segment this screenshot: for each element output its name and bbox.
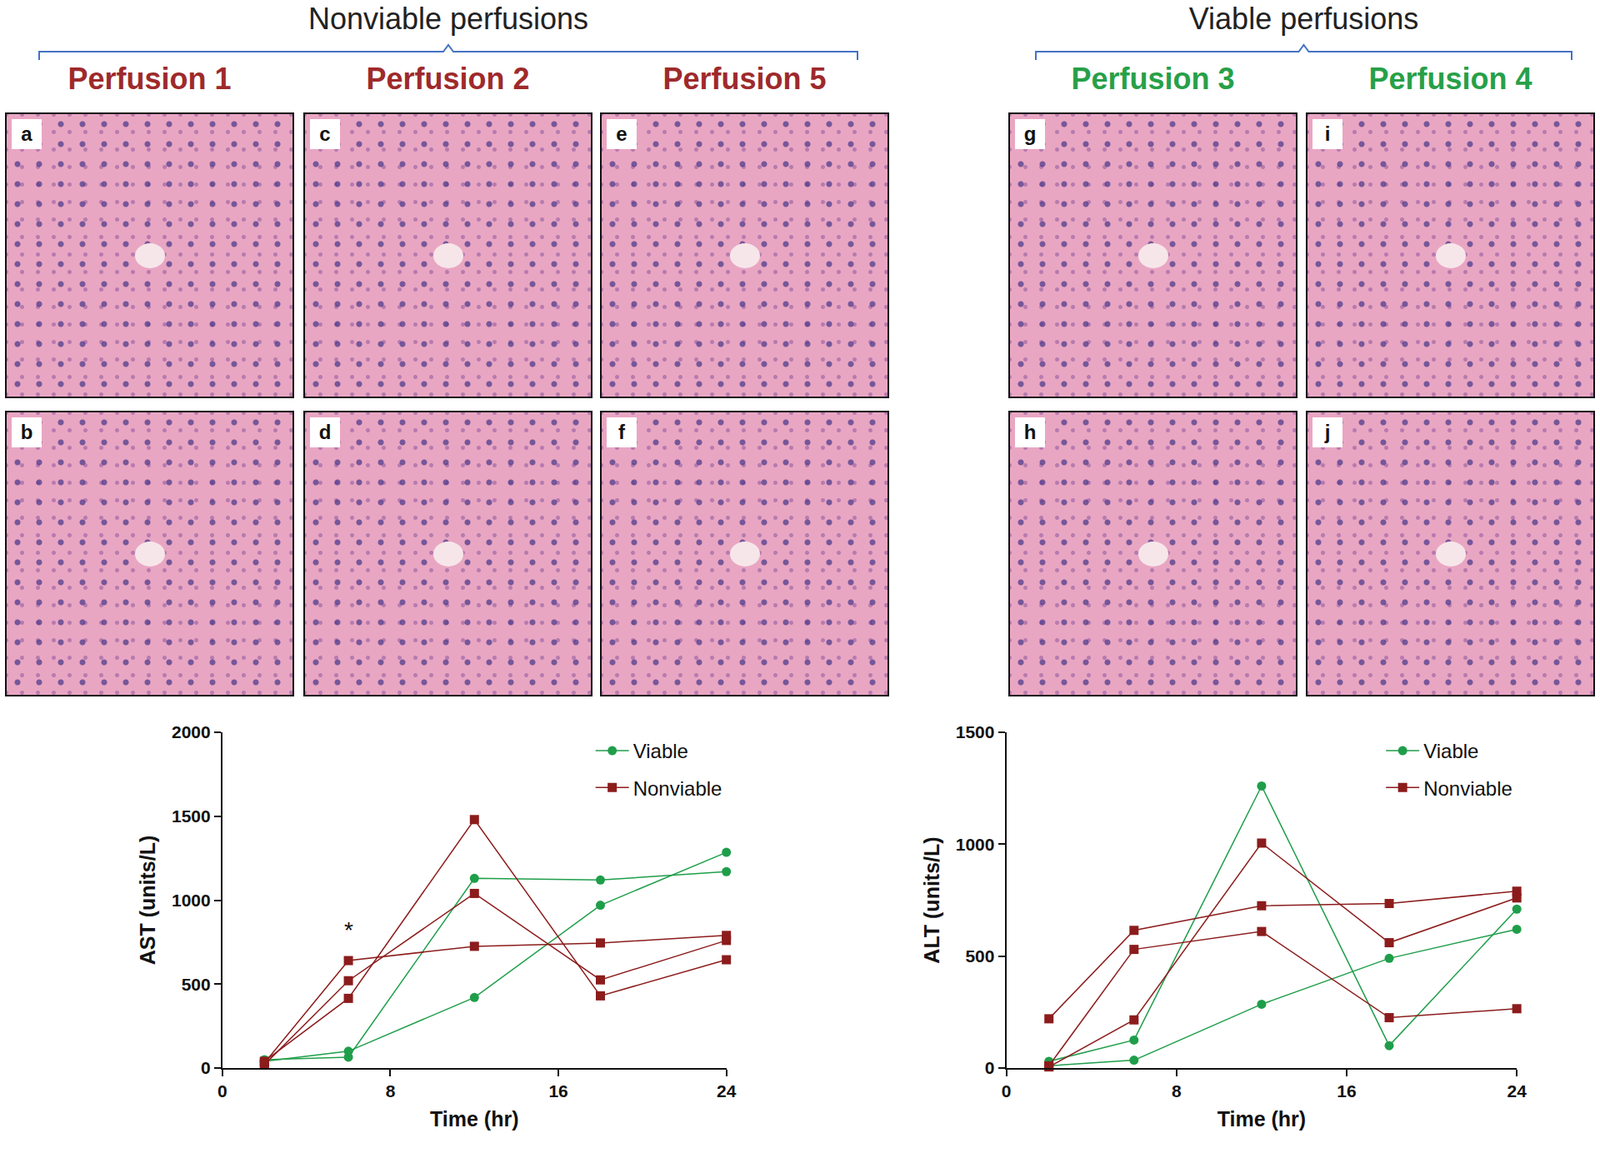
svg-text:Time (hr): Time (hr) — [1217, 1107, 1307, 1131]
html-text:b: b — [20, 420, 33, 444]
svg-text:1000: 1000 — [171, 890, 211, 910]
svg-text:1500: 1500 — [171, 806, 211, 826]
svg-text:0: 0 — [985, 1058, 995, 1078]
svg-text:1000: 1000 — [955, 835, 995, 855]
svg-text:500: 500 — [181, 975, 211, 995]
svg-text:8: 8 — [1171, 1081, 1182, 1101]
svg-text:2000: 2000 — [171, 722, 211, 742]
html-text:Perfusion 1: Perfusion 1 — [67, 61, 232, 96]
svg-text:500: 500 — [965, 946, 995, 966]
svg-text:16: 16 — [1336, 1081, 1356, 1101]
svg-text:Nonviable: Nonviable — [1423, 777, 1513, 800]
svg-text:Viable: Viable — [1423, 740, 1479, 763]
html-text:j: j — [1324, 420, 1331, 444]
html-text:d: d — [318, 420, 332, 444]
html-text:f: f — [618, 420, 625, 444]
svg-text:0: 0 — [217, 1081, 228, 1101]
html-text:Perfusion 4: Perfusion 4 — [1368, 61, 1533, 96]
html-text:Viable perfusions: Viable perfusions — [1188, 1, 1419, 36]
html-text:Perfusion 2: Perfusion 2 — [366, 61, 530, 96]
html-text:h: h — [1023, 420, 1037, 444]
html-text:Perfusion 3: Perfusion 3 — [1071, 61, 1235, 96]
svg-text:24: 24 — [1506, 1081, 1527, 1101]
html-text:Perfusion 5: Perfusion 5 — [662, 61, 827, 96]
html-text:c: c — [319, 122, 331, 145]
html-text:i: i — [1324, 122, 1331, 145]
svg-text:0: 0 — [1001, 1081, 1012, 1101]
html-text:g: g — [1023, 122, 1037, 145]
svg-text:16: 16 — [548, 1081, 568, 1101]
html-text:e: e — [616, 122, 628, 145]
html-text:a: a — [21, 122, 33, 145]
svg-text:AST (units/L): AST (units/L) — [135, 835, 160, 966]
svg-text:Time (hr): Time (hr) — [430, 1107, 520, 1131]
svg-text:24: 24 — [716, 1081, 737, 1101]
svg-text:ALT (units/L): ALT (units/L) — [920, 836, 944, 964]
svg-text:8: 8 — [385, 1081, 396, 1101]
svg-text:*: * — [344, 917, 354, 944]
html-text:Nonviable perfusions: Nonviable perfusions — [308, 1, 589, 36]
svg-text:0: 0 — [200, 1058, 211, 1078]
svg-text:Viable: Viable — [633, 740, 689, 763]
svg-text:1500: 1500 — [955, 722, 995, 742]
svg-text:Nonviable: Nonviable — [633, 777, 723, 800]
